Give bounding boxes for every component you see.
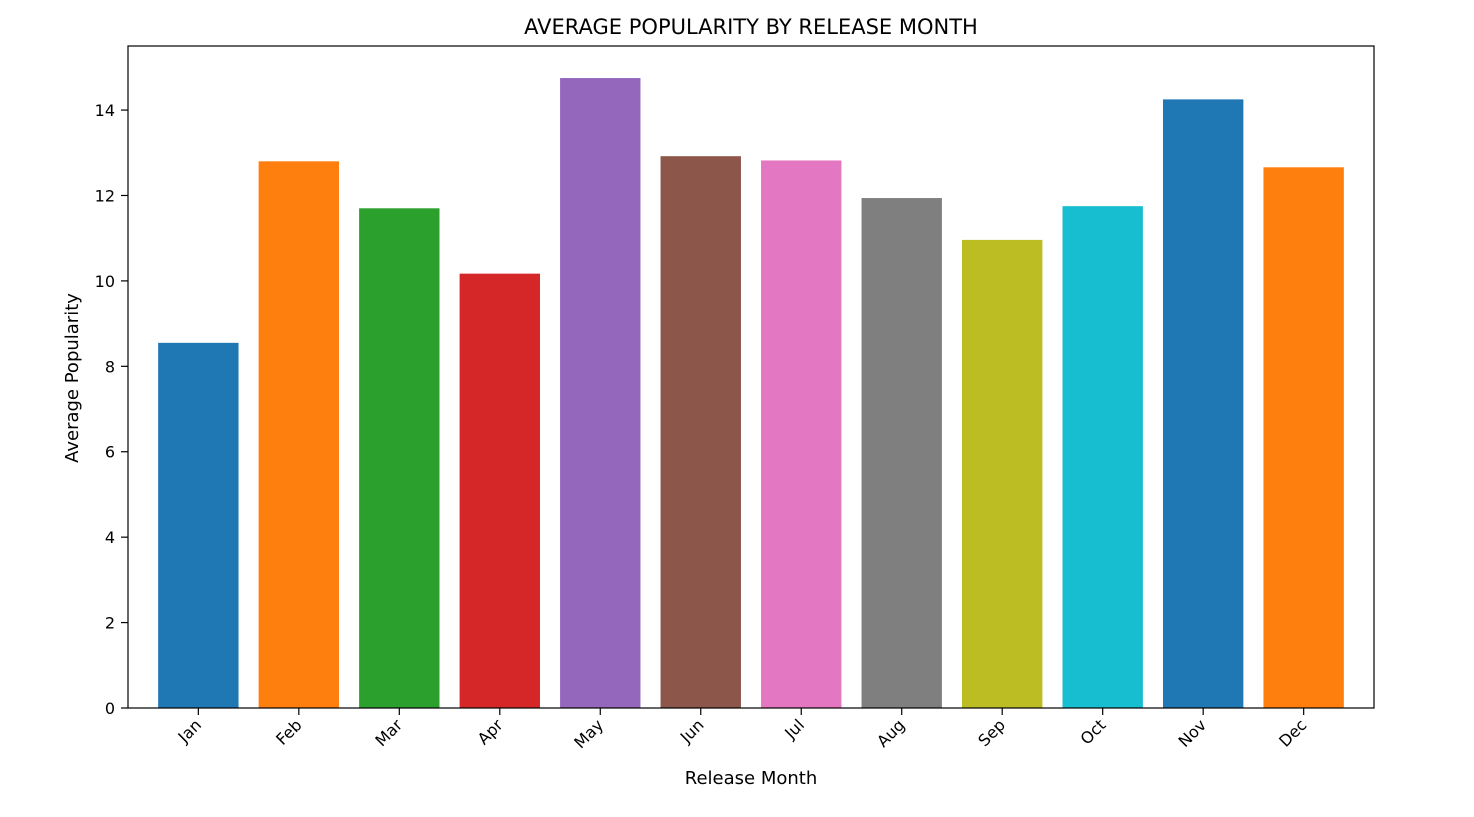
x-axis-label: Release Month — [685, 768, 817, 789]
x-tick-label-dec: Dec — [1275, 715, 1310, 750]
x-tick-label-jun: Jun — [676, 715, 708, 747]
bar-jun — [660, 156, 741, 708]
x-tick-label-jan: Jan — [174, 715, 206, 747]
y-axis-ticks: 0 2 4 6 8 10 12 14 — [95, 101, 128, 718]
y-tick-label: 0 — [105, 699, 115, 718]
bar-feb — [258, 161, 340, 708]
x-tick-label-feb: Feb — [272, 715, 305, 748]
y-tick-label: 4 — [105, 528, 115, 547]
plot-frame — [127, 45, 1375, 709]
x-axis-ticks: Jan Feb Mar Apr May Jun Jul Aug Sep Oct Nov Dec — [174, 708, 1310, 752]
x-tick-label-may: May — [570, 715, 607, 752]
bar-sep — [962, 239, 1043, 709]
bars-layer — [158, 78, 1344, 709]
bar-dec — [1263, 167, 1344, 709]
bar-nov — [1162, 99, 1244, 709]
x-tick-label-oct: Oct — [1077, 715, 1110, 748]
bar-aug — [861, 198, 942, 708]
bar-apr — [459, 273, 540, 708]
y-tick-label: 6 — [105, 443, 115, 462]
y-tick-label: 2 — [105, 614, 115, 633]
x-tick-label-mar: Mar — [371, 715, 406, 750]
x-tick-label-sep: Sep — [974, 715, 1009, 750]
y-axis-label: Average Popularity — [62, 293, 83, 463]
y-tick-label: 8 — [105, 357, 115, 376]
y-tick-label: 14 — [95, 101, 115, 120]
y-tick-label: 12 — [95, 186, 115, 205]
bar-oct — [1062, 206, 1143, 708]
bar-may — [560, 78, 641, 709]
bar-mar — [359, 208, 440, 709]
x-tick-label-aug: Aug — [873, 715, 909, 751]
chart-title: AVERAGE POPULARITY BY RELEASE MONTH — [524, 15, 978, 39]
x-tick-label-jul: Jul — [780, 715, 808, 743]
bar-jan — [158, 342, 239, 708]
bar-jul — [761, 160, 842, 709]
x-tick-label-apr: Apr — [474, 715, 507, 748]
x-tick-label-nov: Nov — [1174, 715, 1210, 751]
y-tick-label: 10 — [95, 272, 115, 291]
